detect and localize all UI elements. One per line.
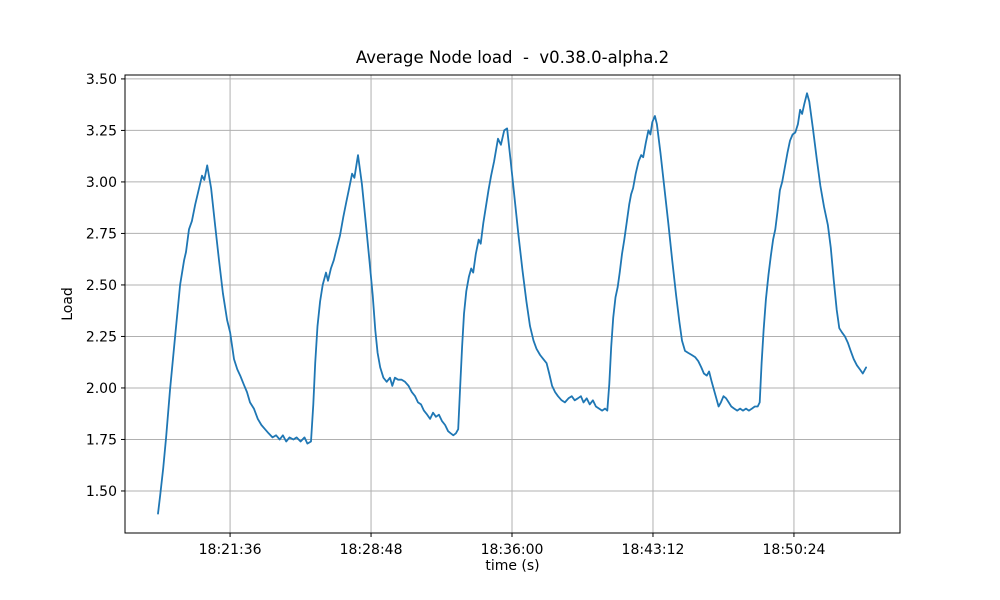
x-tick-label: 18:28:48 <box>340 542 403 558</box>
x-tick-label: 18:36:00 <box>481 542 544 558</box>
y-tick-label: 3.25 <box>86 123 117 139</box>
y-tick-label: 2.50 <box>86 278 117 294</box>
y-tick-label: 3.00 <box>86 175 117 191</box>
y-axis-label-text: Load <box>60 287 76 321</box>
y-tick-label: 2.00 <box>86 381 117 397</box>
x-axis-label: time (s) <box>485 558 540 574</box>
y-tick-label: 1.50 <box>86 484 117 500</box>
x-tick-label: 18:43:12 <box>622 542 685 558</box>
y-tick-label: 3.50 <box>86 72 117 88</box>
y-tick-label: 2.75 <box>86 226 117 242</box>
load-series-line <box>157 92 867 515</box>
x-tick-label: 18:21:36 <box>199 542 262 558</box>
chart-title: Average Node load - v0.38.0-alpha.2 <box>355 48 670 67</box>
y-tick-label: 2.25 <box>86 329 117 345</box>
y-tick-label: 1.75 <box>86 432 117 448</box>
x-tick-label: 18:50:24 <box>763 542 826 558</box>
